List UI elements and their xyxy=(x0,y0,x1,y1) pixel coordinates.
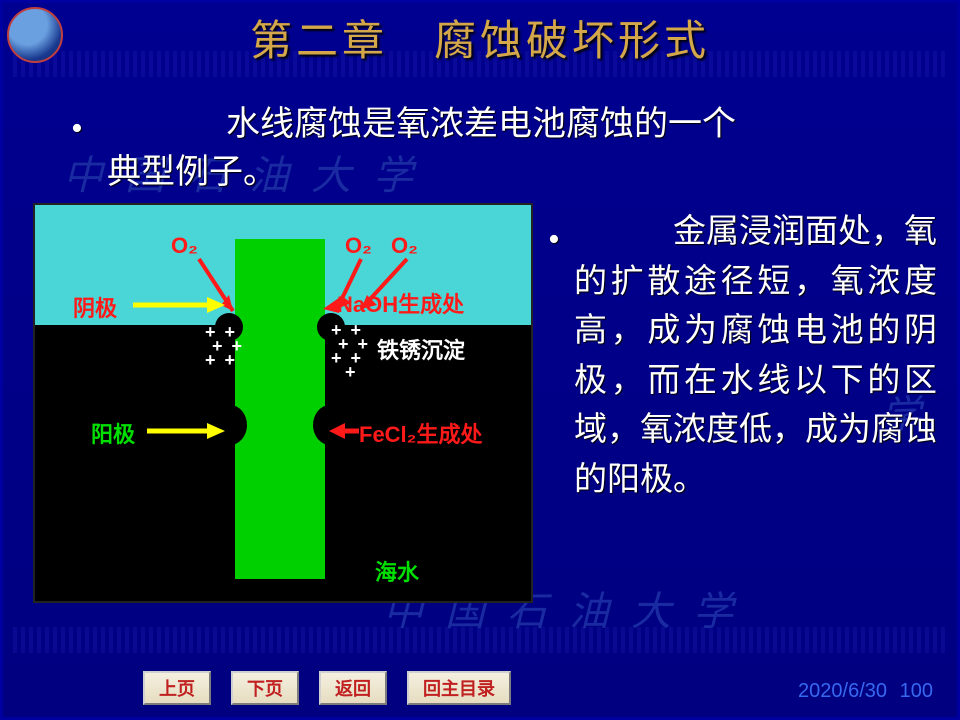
corrosion-diagram: O₂ O₂ O₂ 阴极 NaOH生成处 + + + ++ + + + + ++ … xyxy=(33,203,533,603)
arrow-anode-icon xyxy=(143,419,229,445)
back-button[interactable]: 返回 xyxy=(319,671,387,705)
rust-marks-left: + + + ++ + xyxy=(205,325,244,367)
bullet-2: 金属浸润面处，氧的扩散途径短，氧浓度高，成为腐蚀电池的阴极，而在水线以下的区域，… xyxy=(548,208,937,505)
page-number: 100 xyxy=(900,680,933,703)
bullet1-line2: 典型例子。 xyxy=(73,149,917,197)
slide: 中 国 石 油 大 学 学 中 国 石 油 大 学 第二章 腐蚀破坏形式 水线腐… xyxy=(0,0,960,720)
bullet2-body: 金属浸润面处，氧的扩散途径短，氧浓度高，成为腐蚀电池的阴极，而在水线以下的区域，… xyxy=(548,208,937,505)
label-anode: 阳极 xyxy=(91,417,135,449)
label-seawater: 海水 xyxy=(375,555,419,587)
decor-stripe-bottom xyxy=(13,627,947,653)
metal-bar xyxy=(235,239,325,579)
arrow-naoh-icon xyxy=(321,291,347,315)
bullet1-line1: 水线腐蚀是氧浓差电池腐蚀的一个 xyxy=(73,101,736,149)
prev-button[interactable]: 上页 xyxy=(143,671,211,705)
arrow-fecl2-icon xyxy=(327,419,361,445)
rust-marks-right: + + + ++ + + xyxy=(331,323,370,379)
slide-title: 第二章 腐蚀破坏形式 xyxy=(3,7,957,68)
home-button[interactable]: 回主目录 xyxy=(407,671,511,705)
next-button[interactable]: 下页 xyxy=(231,671,299,705)
label-naoh: NaOH生成处 xyxy=(337,287,464,319)
arrow-cathode-icon xyxy=(129,293,229,319)
label-fecl2: FeCl₂生成处 xyxy=(359,417,482,449)
nav-bar: 上页 下页 返回 回主目录 xyxy=(143,671,511,705)
bullet-1: 水线腐蚀是氧浓差电池腐蚀的一个 典型例子。 xyxy=(73,101,917,196)
slide-date: 2020/6/30 xyxy=(798,680,887,703)
label-rust: 铁锈沉淀 xyxy=(377,333,465,365)
label-cathode: 阴极 xyxy=(73,291,117,323)
